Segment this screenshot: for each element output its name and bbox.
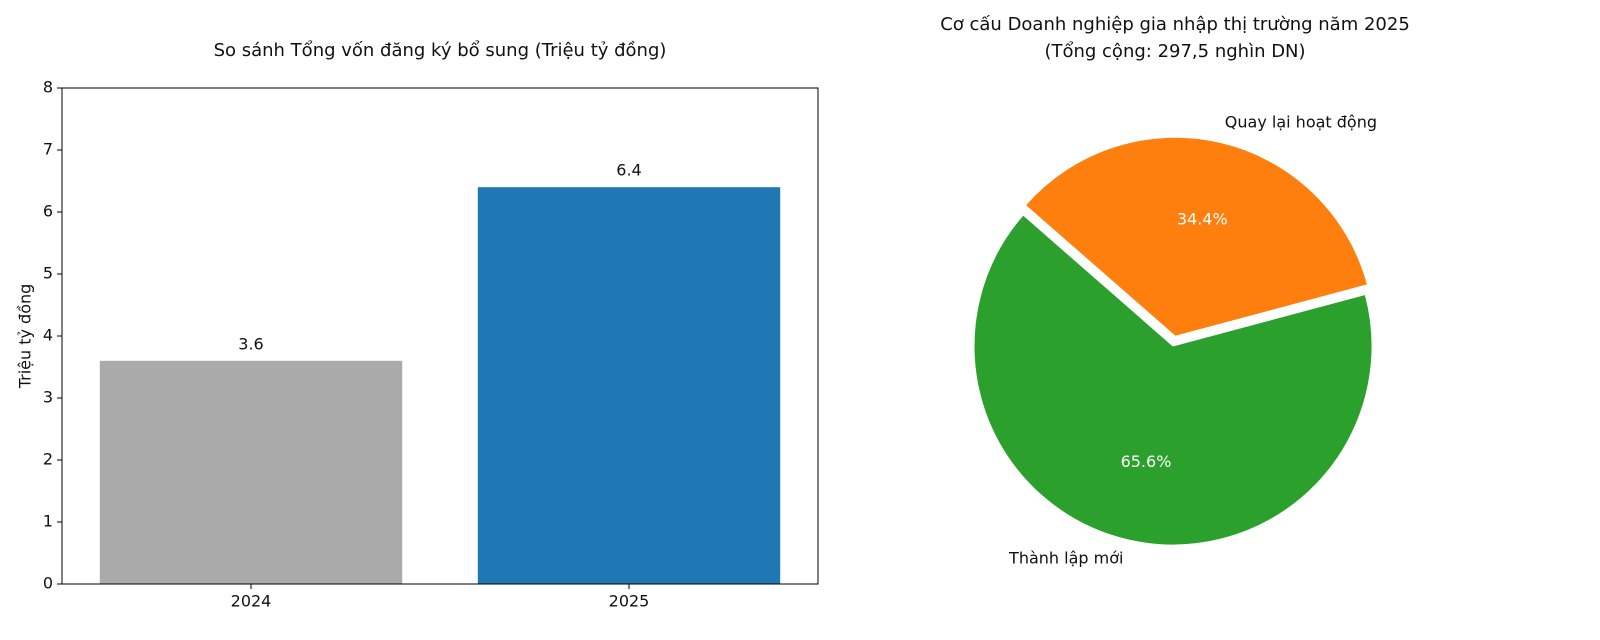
y-tick-label: 7 [43,140,53,159]
pie-slice [1024,136,1369,337]
percent-label: 34.4% [1177,209,1228,228]
y-axis-label: Triệu tỷ đồng [16,284,35,390]
y-tick-label: 5 [43,264,53,283]
x-tick-label: 2024 [231,592,272,611]
pie-title: Cơ cấu Doanh nghiệp gia nhập thị trường … [940,14,1410,35]
slice-label: Thành lập mới [1008,549,1123,568]
pie-subtitle: (Tổng cộng: 297,5 nghìn DN) [1044,41,1305,62]
slice-label: Quay lại hoạt động [1225,113,1377,132]
pie-slice [973,214,1373,546]
percent-label: 65.6% [1121,452,1172,471]
bar [99,360,403,584]
y-tick-label: 4 [43,326,53,345]
y-tick-label: 3 [43,388,53,407]
plot-frame [61,87,819,585]
y-tick-label: 8 [43,78,53,97]
x-tick-label: 2025 [609,592,650,611]
y-tick-label: 1 [43,512,53,531]
y-tick-label: 2 [43,450,53,469]
value-label: 6.4 [616,161,641,180]
bar [477,187,781,584]
bar-title: So sánh Tổng vốn đăng ký bổ sung (Triệu … [214,40,667,61]
y-tick-label: 0 [43,574,53,593]
value-label: 3.6 [238,334,263,353]
y-tick-label: 6 [43,202,53,221]
